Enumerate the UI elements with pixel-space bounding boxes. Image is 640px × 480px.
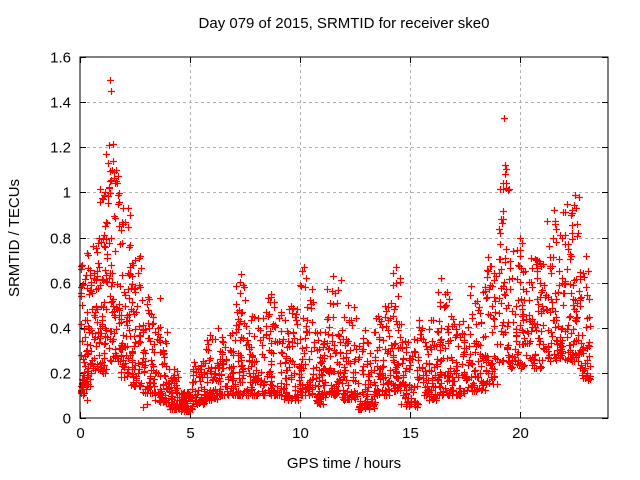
chart-title: Day 079 of 2015, SRMTID for receiver ske… [199,15,490,32]
x-axis-label: GPS time / hours [287,455,401,472]
y-tick-label: 1.2 [50,140,71,157]
y-tick-label: 1.4 [50,95,71,112]
x-tick-label: 20 [512,425,529,442]
y-tick-label: 0.4 [50,321,71,338]
x-tick-label: 15 [402,425,419,442]
y-tick-label: 0 [63,411,71,428]
y-tick-labels: 0 0.2 0.4 0.6 0.8 1 1.2 1.4 1.6 [50,50,71,428]
label-layer: Day 079 of 2015, SRMTID for receiver ske… [6,15,489,472]
grid-layer [81,58,607,417]
x-tick-labels: 0 5 10 15 20 [76,425,529,442]
marker-layer [78,77,594,415]
data-points [78,77,594,415]
x-tick-label: 5 [186,425,194,442]
y-tick-label: 1.6 [50,50,71,67]
y-tick-label: 1 [63,185,71,202]
y-tick-label: 0.6 [50,276,71,293]
y-axis-label: SRMTID / TECUs [6,179,23,297]
y-tick-label: 0.8 [50,231,71,248]
x-tick-label: 10 [292,425,309,442]
x-tick-label: 0 [76,425,84,442]
plot-frame [79,56,609,419]
y-tick-label: 0.2 [50,366,71,383]
